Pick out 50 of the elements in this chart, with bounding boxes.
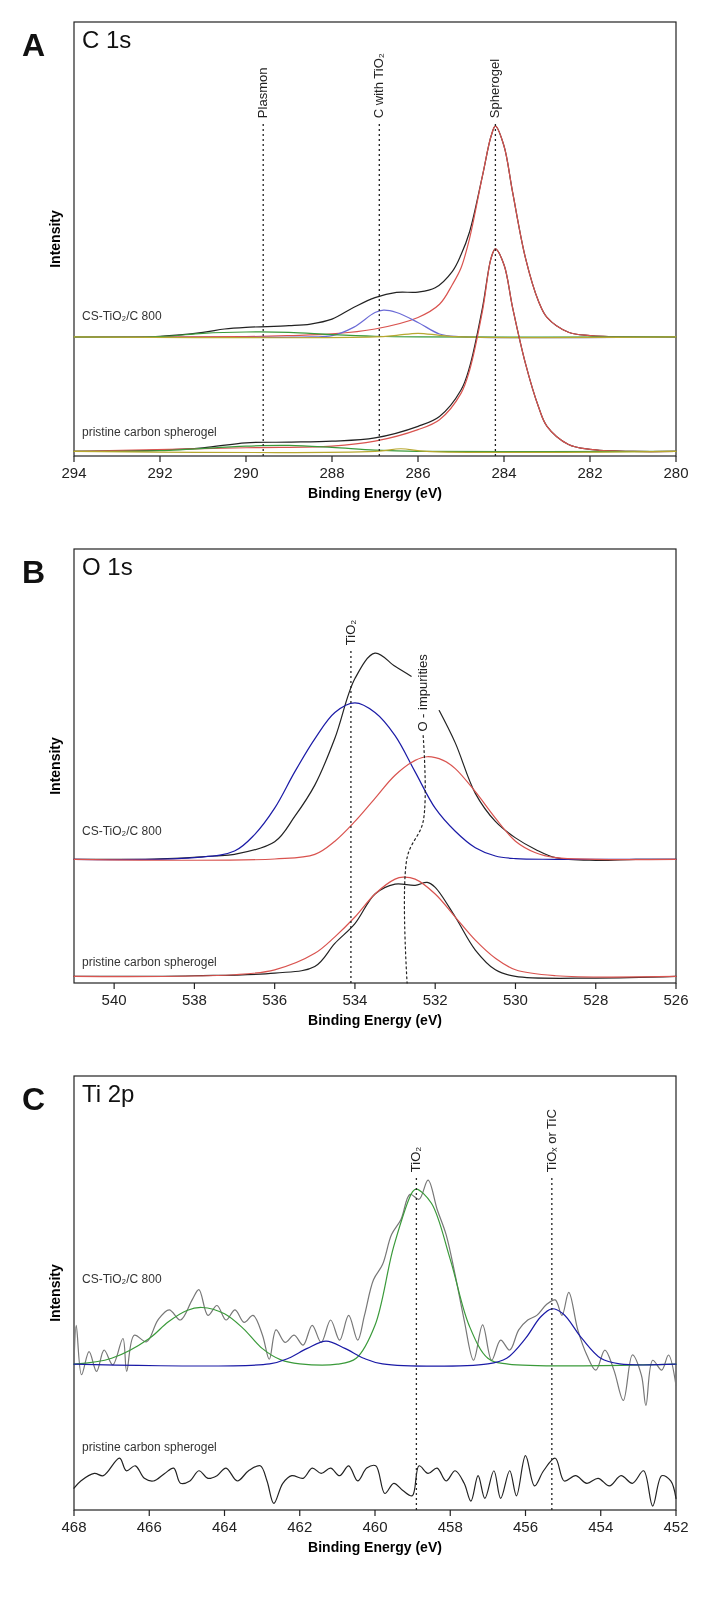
y-axis-title: Intensity: [47, 210, 63, 268]
text: CS-TiO₂/C 800: [82, 1271, 162, 1286]
text: A: [22, 27, 46, 63]
chart-title: Ti 2p: [82, 1080, 135, 1107]
x-tick-label: 454: [588, 1518, 614, 1535]
series-label: CS-TiO₂/C 800: [82, 309, 162, 324]
x-axis-title: Binding Energy (eV): [308, 485, 442, 501]
x-tick-label: 280: [663, 464, 689, 481]
x-tick-label: 456: [512, 1518, 539, 1535]
x-tick-label: 286: [405, 464, 431, 481]
x-tick-label: 536: [262, 991, 288, 1008]
chart-title: O 1s: [82, 553, 133, 580]
x-tick-label: 464: [211, 1518, 238, 1535]
series-label: pristine carbon spherogel: [82, 424, 217, 439]
series-label: pristine carbon spherogel: [82, 955, 217, 970]
ref-line-label: C with TiO₂: [371, 53, 387, 119]
text: B: [22, 554, 46, 590]
x-tick-label: 538: [181, 991, 207, 1008]
x-tick-label: 528: [583, 991, 609, 1008]
ref-line-label: Plasmon: [255, 67, 271, 119]
x-tick-label: 452: [663, 1518, 689, 1535]
x-tick-label: 526: [663, 991, 689, 1008]
ref-line-label: TiO₂: [408, 1146, 424, 1173]
x-tick-label: 460: [362, 1518, 388, 1535]
x-tick-label: 284: [491, 464, 517, 481]
x-tick-label: 462: [287, 1518, 313, 1535]
x-axis-title: Binding Energy (eV): [308, 1012, 442, 1028]
x-axis-title: Binding Energy (eV): [308, 1539, 442, 1555]
x-tick-label: 292: [147, 464, 173, 481]
x-tick-label: 530: [502, 991, 528, 1008]
ref-line-label: Spherogel: [487, 58, 503, 119]
x-tick-label: 534: [342, 991, 368, 1008]
series-label: CS-TiO₂/C 800: [82, 823, 162, 838]
x-tick-label: 294: [61, 464, 87, 481]
x-tick-label: 288: [319, 464, 345, 481]
ref-line-label: TiOₓ or TiC: [543, 1109, 559, 1173]
text: C: [22, 1081, 46, 1117]
x-tick-label: 458: [437, 1518, 463, 1535]
x-tick-label: 540: [101, 991, 127, 1008]
y-axis-title: Intensity: [47, 1264, 63, 1322]
series-label: pristine carbon spherogel: [82, 1440, 217, 1455]
x-tick-label: 282: [577, 464, 603, 481]
x-tick-label: 468: [61, 1518, 87, 1535]
x-tick-label: 532: [422, 991, 448, 1008]
chart-title: C 1s: [82, 26, 132, 53]
x-tick-label: 466: [136, 1518, 162, 1535]
annotation: O - impurities: [415, 653, 431, 732]
ref-line-label: TiO₂: [342, 619, 358, 646]
y-axis-title: Intensity: [47, 737, 63, 795]
x-tick-label: 290: [233, 464, 259, 481]
